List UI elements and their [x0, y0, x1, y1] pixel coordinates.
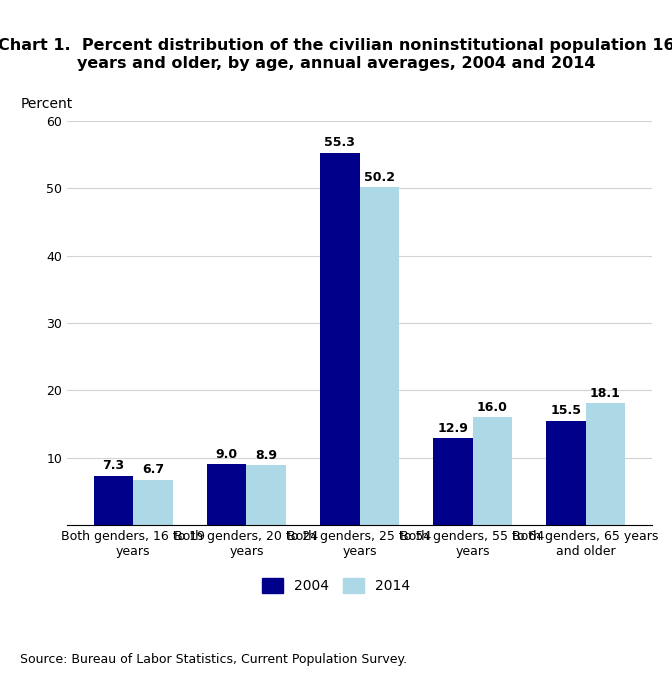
Legend: 2004, 2014: 2004, 2014: [257, 573, 415, 599]
Text: 18.1: 18.1: [590, 387, 621, 400]
Text: 6.7: 6.7: [142, 464, 164, 476]
Bar: [546, 421, 586, 525]
Bar: [207, 464, 247, 525]
Text: Percent: Percent: [20, 97, 73, 111]
Text: 55.3: 55.3: [325, 137, 355, 149]
Bar: [133, 480, 173, 525]
Bar: [360, 187, 399, 525]
Bar: [320, 153, 360, 525]
Text: 15.5: 15.5: [550, 404, 581, 417]
Bar: [433, 438, 472, 525]
Text: 8.9: 8.9: [255, 449, 278, 462]
Text: 12.9: 12.9: [437, 422, 468, 435]
Bar: [94, 476, 133, 525]
Bar: [472, 417, 512, 525]
Text: 16.0: 16.0: [477, 401, 508, 414]
Bar: [586, 403, 625, 525]
Text: Source: Bureau of Labor Statistics, Current Population Survey.: Source: Bureau of Labor Statistics, Curr…: [20, 653, 407, 666]
Text: 50.2: 50.2: [364, 171, 395, 184]
Bar: [247, 465, 286, 525]
Text: 9.0: 9.0: [216, 448, 238, 461]
Text: 7.3: 7.3: [103, 460, 124, 472]
Text: Chart 1.  Percent distribution of the civilian noninstitutional population 16
ye: Chart 1. Percent distribution of the civ…: [0, 38, 672, 71]
